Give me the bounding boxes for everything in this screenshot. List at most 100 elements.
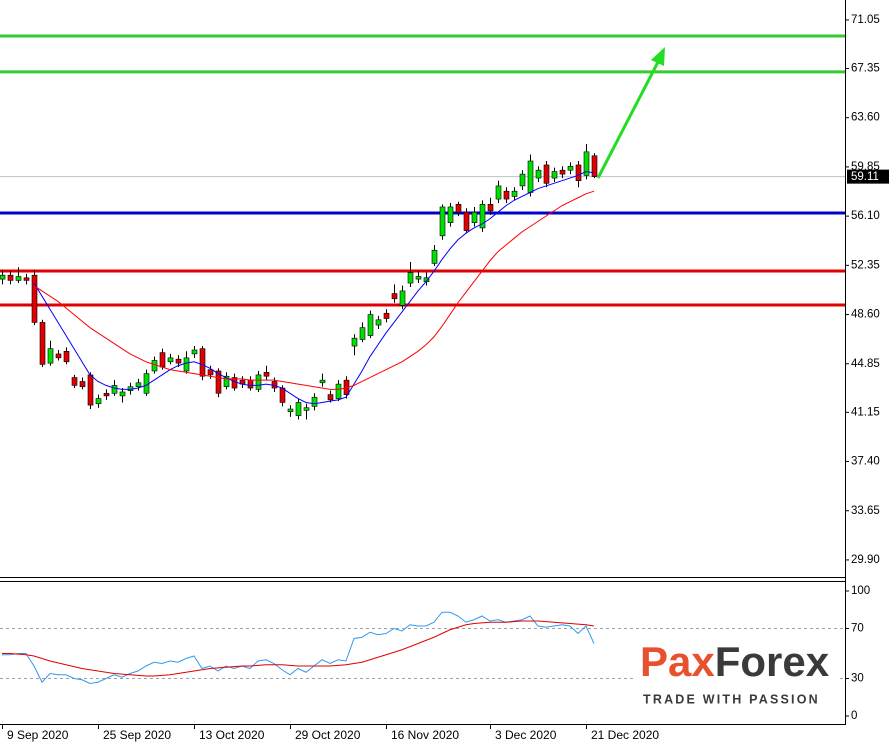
- oscillator-panel: 100 70 30 0: [0, 585, 870, 722]
- candle-body: [375, 319, 382, 326]
- candle-body: [447, 206, 454, 223]
- y-tick-label: 71.05: [851, 14, 880, 26]
- candle-body: [135, 382, 142, 388]
- moving-average: [33, 170, 595, 405]
- candle-body: [543, 164, 550, 184]
- y-tick-label: 33.65: [851, 505, 880, 517]
- candle-body: [263, 371, 270, 377]
- candle-body: [47, 348, 54, 364]
- x-tick-label: 13 Oct 2020: [199, 728, 265, 742]
- candle-body: [199, 348, 206, 377]
- y-tick-label: 56.10: [851, 210, 880, 222]
- oscillator-line: [2, 620, 595, 677]
- candle-body: [431, 249, 438, 264]
- y-tick-label: 52.35: [851, 259, 880, 271]
- oscillator-line: [2, 611, 595, 685]
- candle-body: [287, 408, 294, 412]
- candle-body: [335, 383, 342, 399]
- moving-average: [33, 190, 595, 390]
- candle-body: [591, 155, 598, 177]
- y-tick-label: 67.35: [851, 63, 880, 75]
- y-tick-label: 70: [851, 623, 864, 635]
- x-tick-label: 9 Sep 2020: [7, 728, 69, 742]
- candle-body: [247, 379, 254, 389]
- candle-body: [567, 165, 574, 171]
- y-tick-label: 30: [851, 673, 864, 685]
- logo-background: [636, 638, 840, 714]
- y-tick-label: 41.15: [851, 406, 880, 418]
- logo-name: PaxForex: [640, 638, 830, 685]
- candle-body: [575, 164, 582, 181]
- forecast-arrow: [596, 47, 665, 179]
- candle-body: [55, 353, 62, 359]
- y-tick-label: 29.90: [851, 554, 880, 566]
- y-tick-label: 63.60: [851, 112, 880, 124]
- candle-body: [79, 381, 86, 388]
- candle-body: [311, 396, 318, 407]
- candle-body: [511, 190, 518, 197]
- candle-body: [223, 375, 230, 388]
- x-tick-label: 29 Oct 2020: [295, 728, 361, 742]
- y-tick-label: 44.85: [851, 358, 880, 370]
- candle-body: [551, 171, 558, 179]
- candle-body: [583, 151, 590, 176]
- x-tick-label: 21 Dec 2020: [591, 728, 659, 742]
- candle-body: [39, 322, 46, 365]
- candle-body: [175, 358, 182, 364]
- candle-body: [351, 337, 358, 347]
- arrow-head: [651, 47, 665, 66]
- y-tick-label: 100: [851, 585, 870, 597]
- candle-body: [191, 349, 198, 355]
- candle-body: [463, 211, 470, 231]
- arrow-shaft: [596, 61, 660, 179]
- candle-body: [279, 387, 286, 403]
- candle-body: [407, 272, 414, 284]
- candle-body: [503, 190, 510, 200]
- y-tick-label: 0: [851, 710, 857, 722]
- candle-body: [471, 211, 478, 223]
- candle-body: [439, 206, 446, 237]
- candle-body: [519, 173, 526, 187]
- x-tick-label: 3 Dec 2020: [495, 728, 557, 742]
- candle-body: [151, 360, 158, 372]
- candle-body: [479, 204, 486, 229]
- candle-body: [399, 290, 406, 306]
- candle-body: [303, 407, 310, 411]
- y-tick-label: 37.40: [851, 456, 880, 468]
- candle-body: [295, 402, 302, 416]
- candle-body: [119, 391, 126, 397]
- candle-body: [111, 385, 118, 394]
- candle-body: [391, 293, 398, 300]
- candle-body: [367, 314, 374, 336]
- candle-body: [87, 374, 94, 406]
- candle-body: [383, 312, 390, 319]
- candle-body: [559, 169, 566, 175]
- candle-body: [103, 392, 110, 397]
- candle-body: [319, 379, 326, 384]
- candle-body: [527, 160, 534, 193]
- price-tag: [847, 169, 889, 184]
- candle-body: [215, 370, 222, 394]
- candle-body: [159, 352, 166, 368]
- price-panel: 71.0567.3563.6059.8556.1052.3548.6044.85…: [0, 14, 889, 742]
- candle-body: [455, 204, 462, 213]
- price-tag-label: 59.11: [851, 171, 879, 183]
- candle-body: [255, 374, 262, 390]
- candle-body: [327, 394, 334, 401]
- x-tick-label: 16 Nov 2020: [391, 728, 459, 742]
- candle-body: [15, 276, 22, 281]
- candle-body: [167, 357, 174, 363]
- candle-body: [31, 274, 38, 323]
- candle-body: [207, 369, 214, 376]
- candle-body: [7, 274, 14, 281]
- candle-body: [183, 357, 190, 372]
- candle-body: [359, 327, 366, 340]
- candle-body: [535, 169, 542, 179]
- candle-body: [415, 276, 422, 280]
- y-tick-label: 48.60: [851, 309, 880, 321]
- x-tick-label: 25 Sep 2020: [103, 728, 171, 742]
- logo-tagline: TRADE WITH PASSION: [643, 692, 820, 706]
- candle-body: [495, 185, 502, 200]
